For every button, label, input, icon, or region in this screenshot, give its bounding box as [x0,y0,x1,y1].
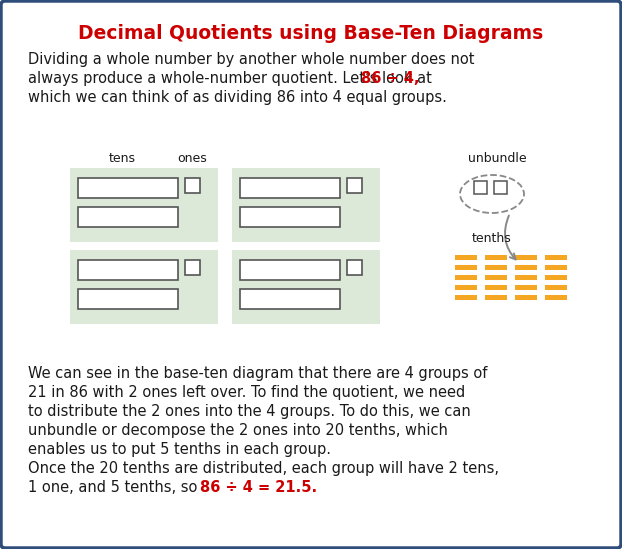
Bar [494,181,507,194]
Bar [232,250,380,324]
Bar [185,178,200,193]
Bar [515,285,537,290]
Text: ones: ones [177,152,207,165]
Bar [515,295,537,300]
Bar [455,295,477,300]
Text: tenths: tenths [472,232,512,245]
Text: enables us to put 5 tenths in each group.: enables us to put 5 tenths in each group… [28,442,331,457]
Bar [185,260,200,275]
Bar [232,168,380,242]
Bar [515,275,537,280]
Text: Once the 20 tenths are distributed, each group will have 2 tens,: Once the 20 tenths are distributed, each… [28,461,499,476]
Text: 1 one, and 5 tenths, so: 1 one, and 5 tenths, so [28,480,207,495]
Bar [347,178,362,193]
Bar [485,285,507,290]
Bar [545,285,567,290]
Bar [78,289,178,309]
Text: unbundle: unbundle [468,152,526,165]
Bar [545,275,567,280]
Text: unbundle or decompose the 2 ones into 20 tenths, which: unbundle or decompose the 2 ones into 20… [28,423,448,438]
Bar [455,265,477,270]
Bar [78,178,178,198]
Text: to distribute the 2 ones into the 4 groups. To do this, we can: to distribute the 2 ones into the 4 grou… [28,404,471,419]
Bar [455,255,477,260]
Bar [515,265,537,270]
Bar [515,255,537,260]
Bar [485,275,507,280]
Text: tens: tens [108,152,136,165]
Text: which we can think of as dividing 86 into 4 equal groups.: which we can think of as dividing 86 int… [28,90,447,105]
Bar [545,295,567,300]
Bar [455,285,477,290]
Text: 21 in 86 with 2 ones left over. To find the quotient, we need: 21 in 86 with 2 ones left over. To find … [28,385,465,400]
Text: always produce a whole-number quotient. Let’s look at: always produce a whole-number quotient. … [28,71,441,86]
Bar [545,255,567,260]
Bar [485,295,507,300]
Text: 86 ÷ 4 = 21.5.: 86 ÷ 4 = 21.5. [200,480,317,495]
Text: Dividing a whole number by another whole number does not: Dividing a whole number by another whole… [28,52,475,67]
Bar [240,178,340,198]
Bar [474,181,487,194]
Bar [70,168,218,242]
Bar [240,207,340,227]
Bar [78,207,178,227]
Bar [545,265,567,270]
Bar [70,250,218,324]
Text: We can see in the base-ten diagram that there are 4 groups of: We can see in the base-ten diagram that … [28,366,488,381]
Bar [240,289,340,309]
Bar [485,255,507,260]
Bar [240,260,340,280]
Bar [455,275,477,280]
Text: Decimal Quotients using Base-Ten Diagrams: Decimal Quotients using Base-Ten Diagram… [78,24,544,43]
Text: 86 ÷ 4,: 86 ÷ 4, [361,71,419,86]
Bar [78,260,178,280]
Bar [485,265,507,270]
Bar [347,260,362,275]
